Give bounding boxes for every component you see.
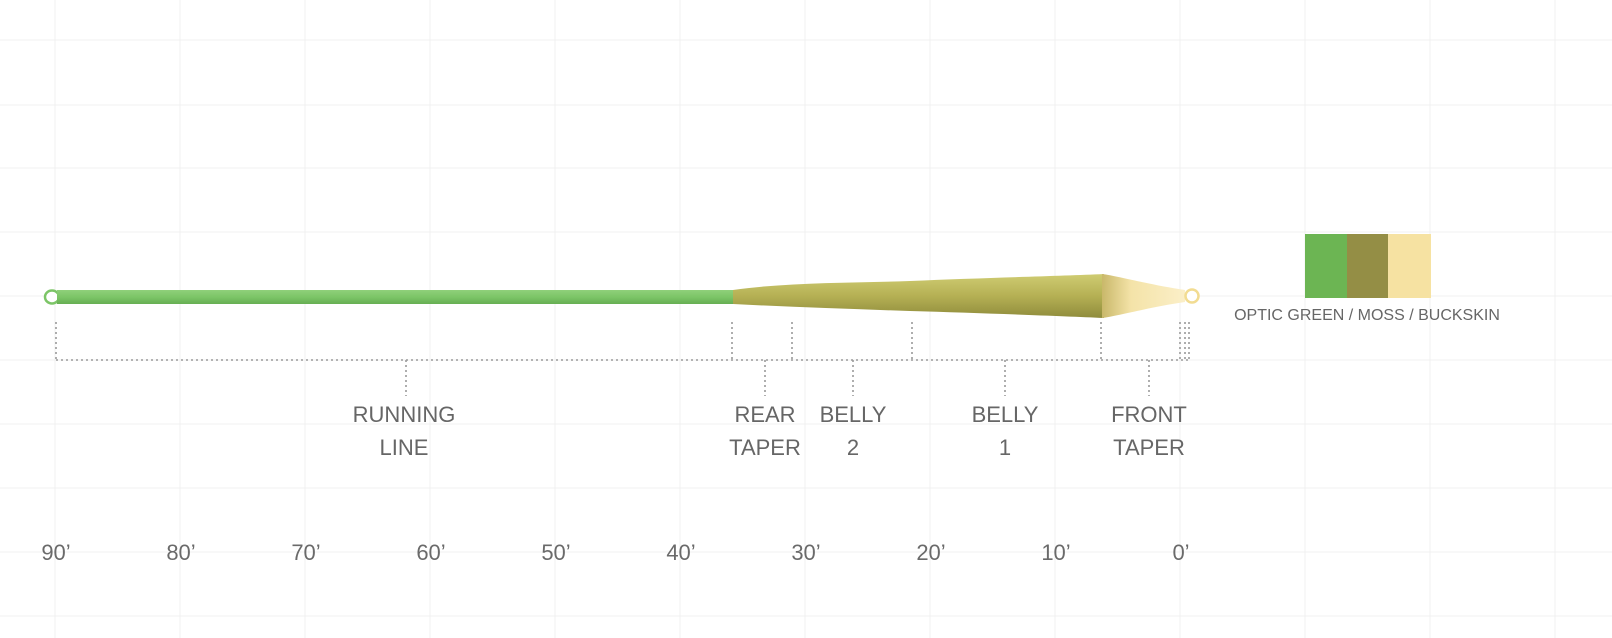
scale-label-40: 40’ — [666, 540, 695, 565]
swatch-moss — [1347, 234, 1389, 298]
legend-label: OPTIC GREEN / MOSS / BUCKSKIN — [1234, 307, 1500, 324]
fly-line — [43, 274, 1200, 318]
scale-label-70: 70’ — [291, 540, 320, 565]
swatch-buckskin — [1388, 234, 1431, 298]
scale-label-80: 80’ — [166, 540, 195, 565]
belly-2-label: BELLY — [820, 402, 887, 427]
front-taper-section — [1102, 274, 1185, 318]
scale-label-20: 20’ — [916, 540, 945, 565]
rear-taper-label: REAR — [734, 402, 795, 427]
swatch-optic-green — [1305, 234, 1348, 298]
color-legend: OPTIC GREEN / MOSS / BUCKSKIN — [1234, 234, 1500, 324]
scale-label-60: 60’ — [416, 540, 445, 565]
section-labels: RUNNING LINE REAR TAPER BELLY 2 BELLY 1 … — [353, 402, 1187, 460]
belly-2-label-2: 2 — [847, 435, 859, 460]
belly-1-label: BELLY — [972, 402, 1039, 427]
front-taper-label: FRONT — [1111, 402, 1187, 427]
section-brackets — [55, 322, 1190, 396]
running-line-section — [57, 290, 737, 304]
scale-label-30: 30’ — [791, 540, 820, 565]
front-loop — [1184, 288, 1200, 304]
scale-label-50: 50’ — [541, 540, 570, 565]
scale-label-0: 0’ — [1172, 540, 1189, 565]
front-taper-label-2: TAPER — [1113, 435, 1185, 460]
rear-taper-label-2: TAPER — [729, 435, 801, 460]
distance-scale: 90’ 80’ 70’ 60’ 50’ 40’ 30’ 20’ 10’ 0’ — [41, 540, 1189, 565]
scale-label-90: 90’ — [41, 540, 70, 565]
running-line-label: RUNNING — [353, 402, 456, 427]
head-section — [733, 274, 1104, 318]
belly-1-label-2: 1 — [999, 435, 1011, 460]
running-line-label-2: LINE — [380, 435, 429, 460]
rear-loop — [43, 289, 61, 305]
scale-label-10: 10’ — [1041, 540, 1070, 565]
